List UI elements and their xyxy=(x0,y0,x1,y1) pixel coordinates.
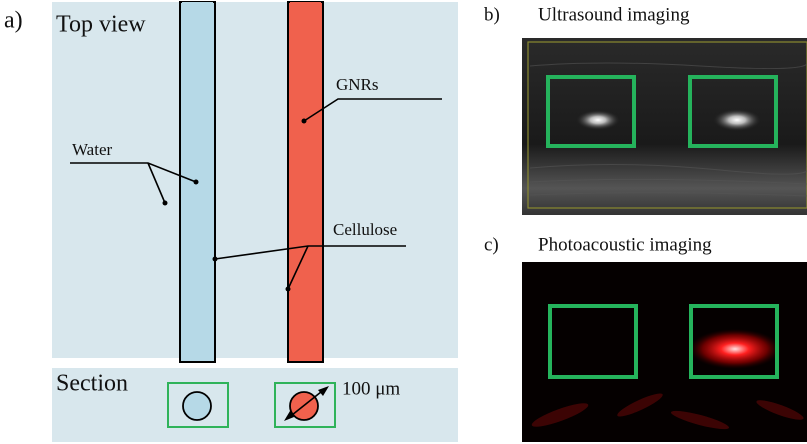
leader-dot xyxy=(213,257,218,262)
echo-spot xyxy=(576,110,620,130)
leader-dot xyxy=(302,119,307,124)
tube-end xyxy=(290,2,321,6)
pa-signal xyxy=(689,329,781,369)
figure: a) Top view Water GNRs Cellulose Section… xyxy=(0,0,807,444)
annotation: GNRs xyxy=(336,75,379,94)
gnr-tube xyxy=(288,2,323,362)
panel-label: a) xyxy=(4,8,23,34)
annotation: Cellulose xyxy=(333,220,397,239)
leader-dot xyxy=(163,201,168,206)
top-view-bg xyxy=(52,2,458,358)
panel-label: c) xyxy=(484,234,499,255)
echo-spot xyxy=(713,109,761,131)
panel-title: Photoacoustic imaging xyxy=(538,234,712,255)
scale-label: 100 μm xyxy=(342,378,400,399)
tube-end xyxy=(182,2,213,6)
panel-label: b) xyxy=(484,4,500,25)
section-title: Section xyxy=(56,371,128,397)
annotation: Water xyxy=(72,140,112,159)
leader-dot xyxy=(194,180,199,185)
panel-title: Top view xyxy=(56,12,146,38)
panel-title: Ultrasound imaging xyxy=(538,4,690,25)
leader-dot xyxy=(286,287,291,292)
water-section xyxy=(183,392,211,420)
